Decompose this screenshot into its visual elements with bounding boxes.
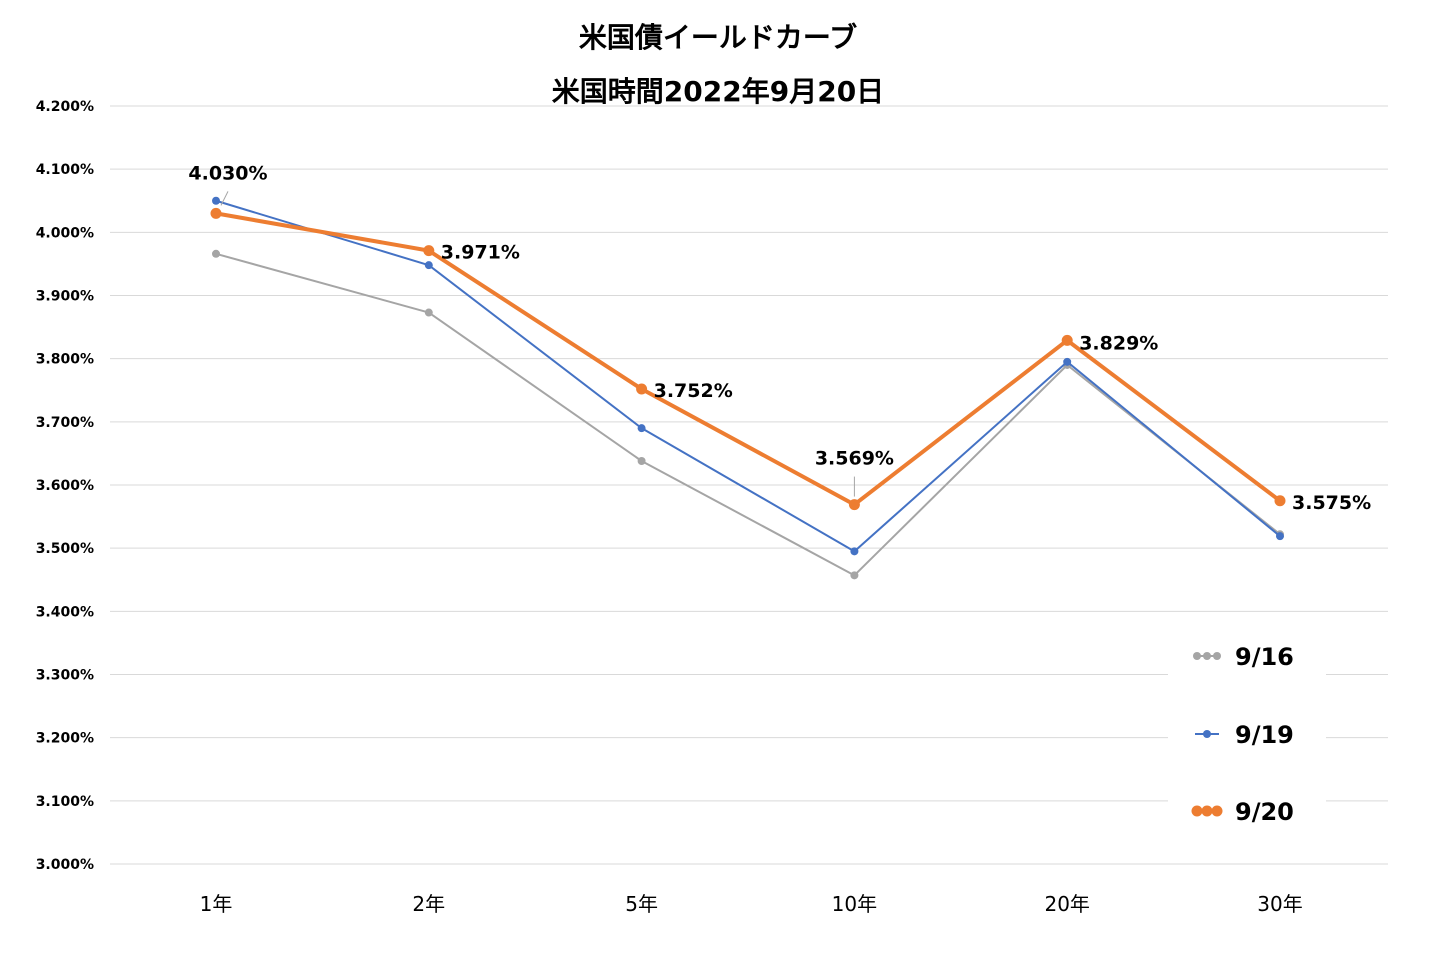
y-tick-label: 3.900% — [36, 289, 94, 305]
data-point — [424, 261, 433, 270]
data-point — [637, 424, 646, 433]
label-leader — [220, 191, 229, 206]
data-point — [1063, 357, 1072, 366]
data-point — [212, 249, 220, 258]
chart-subtitle: 米国時間2022年9月20日 — [551, 75, 885, 108]
data-point — [637, 456, 646, 465]
legend-marker — [1211, 805, 1223, 817]
x-axis: 1年 2年 5年 10年 20年 30年 — [200, 892, 1303, 916]
data-point — [423, 245, 435, 257]
data-label: 3.971% — [441, 242, 520, 264]
legend-marker — [1201, 805, 1213, 817]
legend-box — [1168, 630, 1326, 840]
series-line-0 — [215, 252, 1281, 577]
chart-title: 米国債イールドカーブ — [578, 21, 858, 54]
legend-marker — [1203, 730, 1211, 738]
y-axis: 3.000% 3.100% 3.200% 3.300% 3.400% 3.500% 3.60… — [36, 99, 94, 873]
data-label: 3.575% — [1292, 492, 1371, 514]
x-tick-label: 2年 — [412, 892, 445, 916]
x-tick-label: 5年 — [625, 892, 658, 916]
data-point — [636, 383, 648, 395]
data-point — [850, 571, 859, 580]
y-tick-label: 3.300% — [36, 668, 94, 684]
data-point — [212, 196, 220, 205]
x-tick-label: 30年 — [1257, 892, 1302, 916]
data-point — [1274, 495, 1286, 507]
x-tick-label: 1年 — [200, 892, 233, 916]
data-point — [210, 207, 222, 219]
y-tick-label: 4.100% — [36, 162, 94, 178]
series-line-1 — [215, 199, 1281, 553]
data-point — [848, 499, 860, 511]
data-label: 4.030% — [188, 162, 267, 184]
legend-marker — [1191, 805, 1203, 817]
y-tick-label: 3.200% — [36, 731, 94, 747]
data-label: 3.752% — [654, 380, 733, 402]
y-tick-label: 3.000% — [36, 857, 94, 873]
legend-label: 9/20 — [1235, 798, 1294, 826]
x-tick-label: 20年 — [1044, 892, 1089, 916]
series-line-2 — [215, 211, 1282, 507]
data-point — [850, 547, 859, 556]
data-point — [1276, 532, 1284, 541]
legend-marker — [1213, 652, 1221, 660]
data-label: 3.569% — [815, 448, 894, 470]
data-label: 3.829% — [1079, 332, 1158, 354]
legend-marker — [1193, 652, 1201, 660]
y-tick-label: 4.200% — [36, 99, 94, 115]
legend-label: 9/16 — [1235, 643, 1294, 671]
y-tick-label: 3.400% — [36, 604, 94, 620]
series-lines — [210, 196, 1286, 580]
data-point — [424, 308, 433, 317]
y-tick-label: 4.000% — [36, 225, 94, 241]
x-tick-label: 10年 — [832, 892, 877, 916]
y-tick-label: 3.800% — [36, 352, 94, 368]
data-point — [1061, 334, 1073, 346]
y-tick-label: 3.700% — [36, 415, 94, 431]
legend: 9/16 9/19 9/20 — [1168, 630, 1326, 840]
data-labels: 4.030% 3.971% 3.752% 3.569% 3.829% 3.575% — [188, 162, 1371, 513]
y-tick-label: 3.100% — [36, 794, 94, 810]
legend-marker — [1203, 652, 1211, 660]
y-tick-label: 3.600% — [36, 478, 94, 494]
legend-label: 9/19 — [1235, 721, 1294, 749]
y-tick-label: 3.500% — [36, 541, 94, 557]
